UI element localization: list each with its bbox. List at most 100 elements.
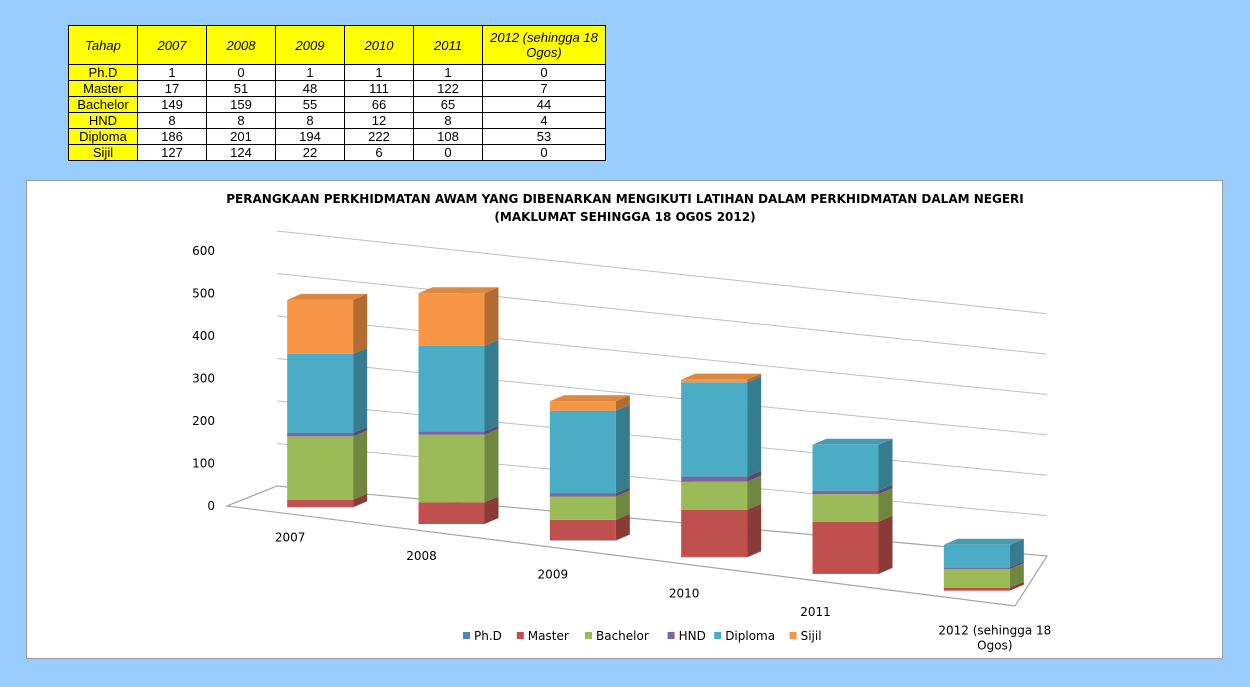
legend-label: Ph.D <box>474 629 502 643</box>
bar-stack <box>681 373 762 558</box>
bar-segment <box>418 431 485 435</box>
bar-segment-side <box>747 373 762 383</box>
legend-swatch <box>714 632 722 639</box>
bar-segment-side <box>484 496 499 524</box>
x-tick-label: 2007 <box>275 530 306 544</box>
table-cell: 1 <box>275 64 345 81</box>
bar-segment <box>681 509 748 557</box>
x-axis-ticks: 2007 2008 2009 2010 2011 2012 (sehingga 18Ogo… <box>275 530 1051 652</box>
gridline <box>276 358 1048 436</box>
bar-segment <box>681 476 748 482</box>
bar-segment-side <box>615 487 630 497</box>
gridline <box>276 443 1048 517</box>
table-header-cell: 2009 <box>275 25 345 65</box>
table-cell: 194 <box>275 128 345 145</box>
y-tick-label: 200 <box>192 414 215 428</box>
table-row: Bachelor 149 159 55 66 65 44 <box>68 96 606 113</box>
bar-stack <box>287 293 368 508</box>
bar-segment <box>549 496 616 520</box>
y-tick-label: 100 <box>192 457 215 471</box>
legend-swatch <box>585 632 592 639</box>
chart-panel: PERANGKAAN PERKHIDMATAN AWAM YANG DIBENA… <box>26 180 1223 659</box>
bar-segment-side <box>615 395 630 411</box>
chart-floor <box>224 485 1049 607</box>
gridline <box>276 400 1048 476</box>
bar-segment <box>681 481 748 510</box>
table-header-row: Tahap 2007 2008 2009 2010 2011 2012 (seh… <box>68 25 606 65</box>
bar-segment <box>681 379 748 383</box>
bar-stack <box>549 395 630 541</box>
table-cell: 1 <box>413 64 483 81</box>
y-tick-label: 300 <box>192 372 215 386</box>
bar-top <box>549 395 630 402</box>
gridlines <box>224 230 1049 607</box>
legend-item: Sijil <box>789 629 822 643</box>
row-label: Ph.D <box>68 64 138 81</box>
bar-segment-side <box>353 293 368 354</box>
table-cell: 149 <box>137 96 207 113</box>
x-tick-label: 2008 <box>406 549 437 563</box>
legend-item: HND <box>667 629 706 643</box>
bar-top <box>287 293 368 300</box>
legend-swatch <box>516 632 524 639</box>
table-cell: 201 <box>206 128 276 145</box>
row-label: HND <box>68 112 138 129</box>
legend-swatch <box>789 632 797 639</box>
bar-segment <box>549 401 616 411</box>
table-cell: 8 <box>413 112 483 129</box>
bar-segment-side <box>878 515 893 574</box>
table-cell: 0 <box>413 144 483 161</box>
table-cell: 22 <box>275 144 345 161</box>
table-cell: 0 <box>482 144 606 161</box>
bar-segment <box>287 353 354 433</box>
bar-segment <box>812 521 879 574</box>
y-tick-label: 0 <box>207 499 215 513</box>
table-row: Master 17 51 48 111 122 7 <box>68 80 606 97</box>
table-cell: 108 <box>413 128 483 145</box>
x-tick-label: 2009 <box>538 568 569 582</box>
gridline <box>276 315 1048 395</box>
bar-segment <box>549 493 616 497</box>
row-label: Bachelor <box>68 96 138 113</box>
bar-stack <box>943 538 1024 591</box>
bar-segment <box>943 568 1010 588</box>
bar-segment <box>812 494 879 522</box>
table-row: HND 8 8 8 12 8 4 <box>68 112 606 129</box>
bar-segment <box>287 499 354 507</box>
x-tick-label: Ogos) <box>977 639 1012 653</box>
bar-segment-side <box>353 430 368 500</box>
row-label: Master <box>68 80 138 97</box>
bar-top <box>681 373 762 380</box>
bar-segment-side <box>484 425 499 435</box>
table-cell: 65 <box>413 96 483 113</box>
table-cell: 53 <box>482 128 606 145</box>
bar-segment-side <box>747 376 762 477</box>
bar-segment-side <box>484 339 499 432</box>
gridline <box>276 273 1048 355</box>
table-cell: 17 <box>137 80 207 97</box>
bar-segment <box>943 567 1010 569</box>
bar-segment-side <box>878 488 893 522</box>
legend-item: Master <box>516 629 569 643</box>
y-tick-label: 600 <box>192 244 215 258</box>
gridline <box>276 230 1048 315</box>
table-cell: 111 <box>344 80 414 97</box>
bar-segment <box>418 434 485 503</box>
table-cell: 8 <box>275 112 345 129</box>
table-cell: 55 <box>275 96 345 113</box>
legend-item: Diploma <box>714 629 775 643</box>
table-cell: 222 <box>344 128 414 145</box>
table-header-cell: 2011 <box>413 25 483 65</box>
table-cell: 44 <box>482 96 606 113</box>
bar-stack <box>812 438 893 574</box>
bar-segment-side <box>353 500 368 508</box>
bar-top <box>812 438 893 445</box>
table-cell: 122 <box>413 80 483 97</box>
bar-segment-side <box>353 347 368 433</box>
chart-title: PERANGKAAN PERKHIDMATAN AWAM YANG DIBENA… <box>226 192 1023 206</box>
table-header-cell: Tahap <box>68 25 138 65</box>
bar-segment-side <box>484 287 499 346</box>
row-label: Diploma <box>68 128 138 145</box>
bar-segment-side <box>1009 581 1024 591</box>
x-tick-label: 2012 (sehingga 18 <box>938 624 1051 638</box>
